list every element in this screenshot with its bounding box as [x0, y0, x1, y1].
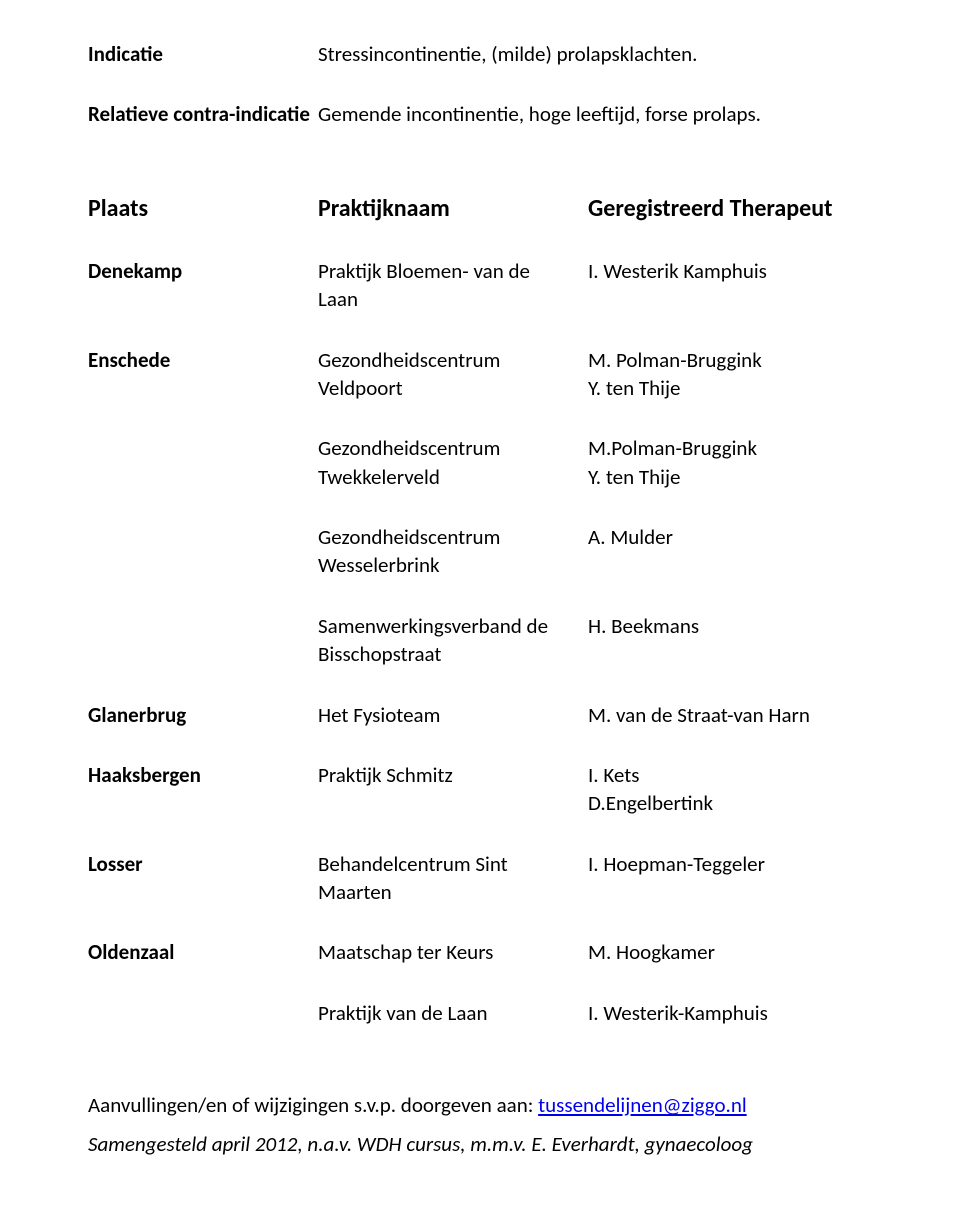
plaats-enschede: Enschede [88, 346, 318, 403]
table-row: Enschede Gezondheidscentrum Veldpoort M.… [88, 346, 872, 403]
praktijk-cell: Wesselerbrink [318, 551, 588, 579]
praktijk-cell: Laan [318, 285, 588, 313]
plaats-losser: Losser [88, 850, 318, 907]
plaats-haaksbergen: Haaksbergen [88, 761, 318, 818]
therapeut-cell: I. Hoepman-Teggeler [588, 850, 872, 907]
label-indicatie: Indicatie [88, 40, 318, 68]
row-relatieve: Relatieve contra-indicatie Gemende incon… [88, 100, 872, 128]
therapeut-cell: D.Engelbertink [588, 789, 872, 817]
therapeut-cell: M. van de Straat-van Harn [588, 701, 872, 729]
praktijk-cell: Gezondheidscentrum [318, 346, 588, 374]
praktijk-cell: Maarten [318, 878, 588, 906]
plaats-denekamp: Denekamp [88, 257, 318, 314]
therapeut-cell: I. Kets [588, 761, 872, 789]
therapeut-cell: I. Westerik-Kamphuis [588, 999, 872, 1027]
praktijk-cell: Het Fysioteam [318, 701, 588, 729]
header-plaats: Plaats [88, 193, 318, 225]
praktijk-cell: Bisschopstraat [318, 640, 588, 668]
therapeut-cell: H. Beekmans [588, 612, 872, 669]
praktijk-cell: Praktijk Bloemen- van de [318, 257, 588, 285]
therapeut-cell: Y. ten Thije [588, 463, 872, 491]
value-relatieve: Gemende incontinentie, hoge leeftijd, fo… [318, 100, 872, 128]
table-row: Losser Behandelcentrum Sint Maarten I. H… [88, 850, 872, 907]
table-row: Gezondheidscentrum Wesselerbrink A. Muld… [88, 523, 872, 580]
praktijk-cell: Twekkelerveld [318, 463, 588, 491]
praktijk-cell: Gezondheidscentrum [318, 523, 588, 551]
therapeut-cell: M. Polman-Bruggink [588, 346, 872, 374]
praktijk-cell: Gezondheidscentrum [318, 434, 588, 462]
header-therapeut: Geregistreerd Therapeut [588, 193, 872, 225]
praktijk-cell: Behandelcentrum Sint [318, 850, 588, 878]
table-row: Gezondheidscentrum Twekkelerveld M.Polma… [88, 434, 872, 491]
praktijk-cell: Praktijk van de Laan [318, 999, 588, 1027]
footer-line-1-text: Aanvullingen/en of wijzigingen s.v.p. do… [88, 1092, 538, 1118]
header-praktijknaam: Praktijknaam [318, 193, 588, 225]
praktijk-cell: Maatschap ter Keurs [318, 938, 588, 966]
table-row: Glanerbrug Het Fysioteam M. van de Straa… [88, 701, 872, 729]
footer-line-1: Aanvullingen/en of wijzigingen s.v.p. do… [88, 1091, 872, 1119]
table-header: Plaats Praktijknaam Geregistreerd Therap… [88, 193, 872, 225]
praktijk-cell: Praktijk Schmitz [318, 761, 588, 818]
table-row: Praktijk van de Laan I. Westerik-Kamphui… [88, 999, 872, 1027]
praktijk-cell: Veldpoort [318, 374, 588, 402]
therapeut-cell: Y. ten Thije [588, 374, 872, 402]
row-indicatie: Indicatie Stressincontinentie, (milde) p… [88, 40, 872, 68]
label-relatieve: Relatieve contra-indicatie [88, 100, 318, 128]
therapeut-cell: M.Polman-Bruggink [588, 434, 872, 462]
plaats-glanerbrug: Glanerbrug [88, 701, 318, 729]
table-row: Samenwerkingsverband de Bisschopstraat H… [88, 612, 872, 669]
value-indicatie: Stressincontinentie, (milde) prolapsklac… [318, 40, 872, 68]
table-row: Haaksbergen Praktijk Schmitz I. Kets D.E… [88, 761, 872, 818]
table-row: Denekamp Praktijk Bloemen- van de Laan I… [88, 257, 872, 314]
therapeut-cell: M. Hoogkamer [588, 938, 872, 966]
therapeut-cell: A. Mulder [588, 523, 872, 580]
therapeut-cell: I. Westerik Kamphuis [588, 257, 872, 314]
plaats-oldenzaal: Oldenzaal [88, 938, 318, 966]
footer-line-2: Samengesteld april 2012, n.a.v. WDH curs… [88, 1131, 872, 1157]
praktijk-cell: Samenwerkingsverband de [318, 612, 588, 640]
footer-email-link[interactable]: tussendelijnen@ziggo.nl [538, 1092, 747, 1118]
table-row: Oldenzaal Maatschap ter Keurs M. Hoogkam… [88, 938, 872, 966]
